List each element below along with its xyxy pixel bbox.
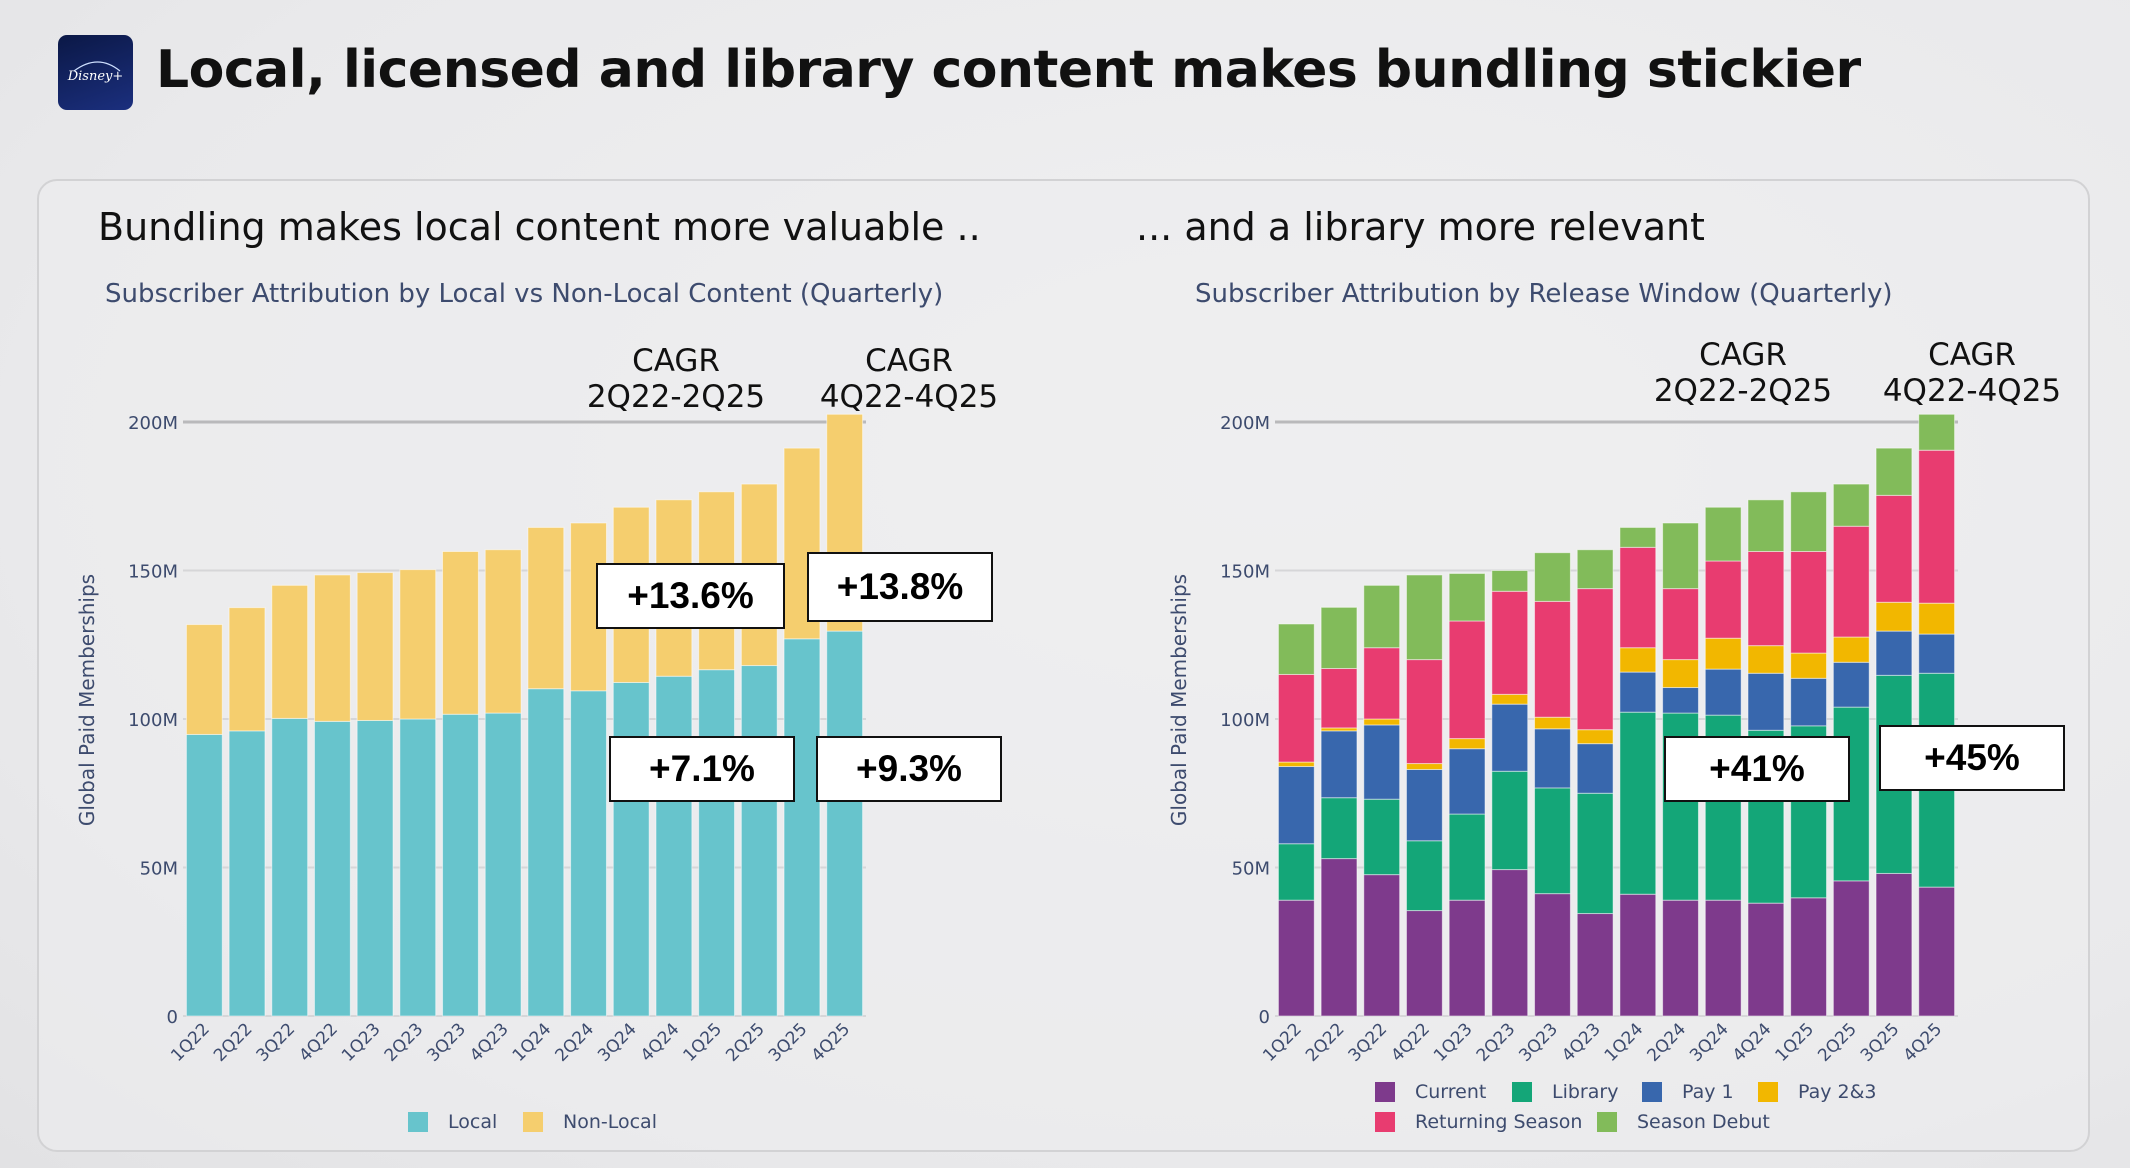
right-cagr-label-4q: CAGR 4Q22-4Q25 — [1852, 337, 2092, 409]
legend-item-returning-season[interactable]: Returning Season — [1375, 1111, 1582, 1133]
legend-item-pay23[interactable]: Pay 2&3 — [1758, 1081, 1877, 1103]
legend-item-nonlocal[interactable]: Non-Local — [523, 1111, 657, 1133]
left-heading: Bundling makes local content more valuab… — [98, 205, 981, 249]
right-cagr-label-2q: CAGR 2Q22-2Q25 — [1623, 337, 1863, 409]
cagr-period: 2Q22-2Q25 — [1653, 373, 1833, 409]
disney-plus-logo: Disney+ — [58, 35, 133, 110]
cagr-period: 4Q22-4Q25 — [1882, 373, 2062, 409]
legend-label: Season Debut — [1637, 1111, 1770, 1133]
legend-label: Local — [448, 1111, 498, 1133]
legend-item-current[interactable]: Current — [1375, 1081, 1486, 1103]
legend-swatch — [1642, 1082, 1662, 1102]
right-chart-title: Subscriber Attribution by Release Window… — [1195, 279, 1893, 309]
logo-arc-icon — [73, 61, 121, 72]
logo-text: Disney+ — [67, 69, 124, 84]
cagr-period: 4Q22-4Q25 — [819, 379, 999, 415]
nonlocal-cagr-2q-box: +13.6% — [596, 563, 785, 629]
left-cagr-label-4q: CAGR 4Q22-4Q25 — [789, 343, 1029, 415]
library-cagr-2q-box: +41% — [1664, 736, 1850, 802]
legend-label: Library — [1552, 1081, 1619, 1103]
page-title: Local, licensed and library content make… — [156, 40, 1861, 100]
cagr-text: CAGR — [632, 343, 720, 379]
library-cagr-4q-box: +45% — [1879, 725, 2065, 791]
legend-label: Pay 2&3 — [1798, 1081, 1877, 1103]
legend-swatch — [1597, 1112, 1617, 1132]
legend-label: Returning Season — [1415, 1111, 1583, 1133]
legend-swatch — [1758, 1082, 1778, 1102]
legend-swatch — [1375, 1112, 1395, 1132]
left-chart-title: Subscriber Attribution by Local vs Non-L… — [105, 279, 944, 309]
local-cagr-4q-box: +9.3% — [816, 736, 1002, 802]
legend-swatch — [1512, 1082, 1532, 1102]
cagr-text: CAGR — [865, 343, 953, 379]
legend-swatch — [408, 1112, 428, 1132]
legend-item-local[interactable]: Local — [408, 1111, 497, 1133]
local-cagr-2q-box: +7.1% — [609, 736, 795, 802]
cagr-text: CAGR — [1928, 337, 2016, 373]
legend-label: Current — [1415, 1081, 1487, 1103]
right-heading: ... and a library more relevant — [1136, 205, 1705, 249]
nonlocal-cagr-4q-box: +13.8% — [807, 552, 993, 622]
content-panel — [37, 179, 2090, 1152]
left-cagr-label-2q: CAGR 2Q22-2Q25 — [556, 343, 796, 415]
legend-swatch — [1375, 1082, 1395, 1102]
legend-label: Non-Local — [563, 1111, 657, 1133]
cagr-text: CAGR — [1699, 337, 1787, 373]
legend-item-library[interactable]: Library — [1512, 1081, 1618, 1103]
cagr-period: 2Q22-2Q25 — [586, 379, 766, 415]
legend-swatch — [523, 1112, 543, 1132]
legend-item-season-debut[interactable]: Season Debut — [1597, 1111, 1770, 1133]
legend-label: Pay 1 — [1682, 1081, 1734, 1103]
legend-item-pay1[interactable]: Pay 1 — [1642, 1081, 1734, 1103]
